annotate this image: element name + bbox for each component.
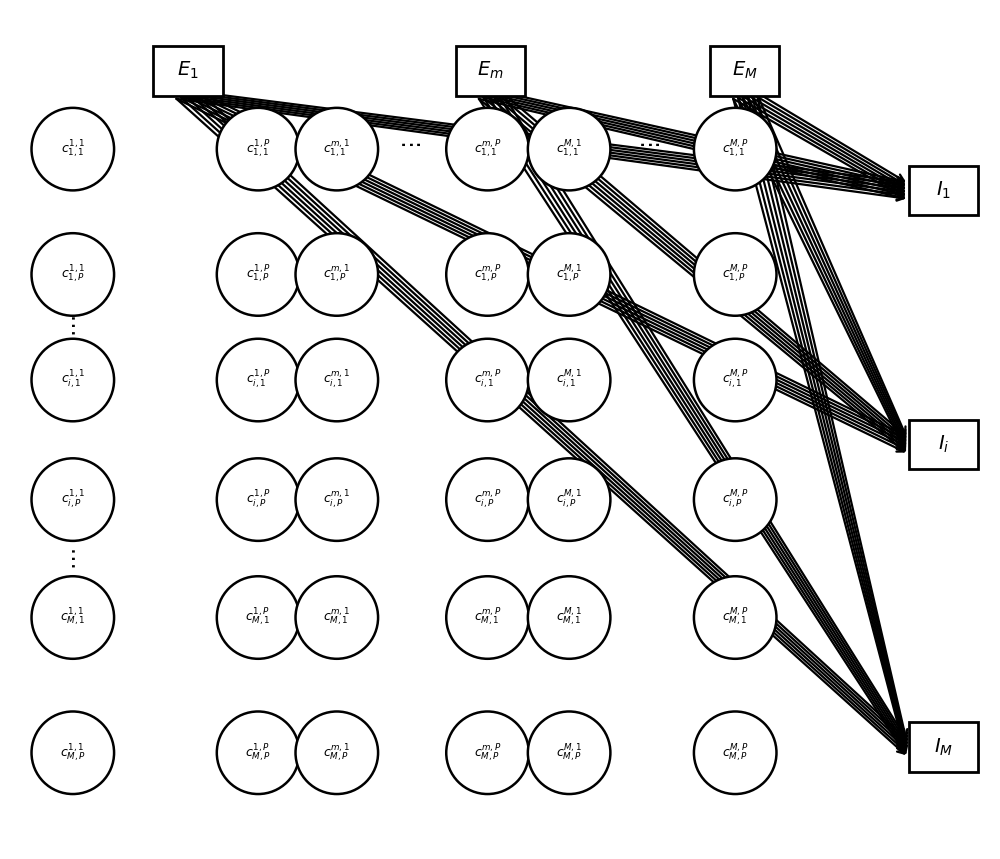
Bar	[909, 419, 978, 469]
Ellipse shape	[217, 459, 299, 541]
Text: $c_{i,P}^{1,1}$: $c_{i,P}^{1,1}$	[61, 489, 85, 511]
Ellipse shape	[694, 338, 776, 421]
Text: $c_{M,P}^{m,1}$: $c_{M,P}^{m,1}$	[323, 742, 350, 764]
Text: $c_{i,1}^{1,P}$: $c_{i,1}^{1,P}$	[246, 369, 270, 391]
Ellipse shape	[528, 459, 610, 541]
Text: $E_m$: $E_m$	[477, 60, 504, 82]
Text: $c_{M,1}^{M,P}$: $c_{M,1}^{M,P}$	[722, 606, 749, 628]
Text: $c_{1,P}^{1,1}$: $c_{1,P}^{1,1}$	[61, 264, 85, 285]
Text: $E_1$: $E_1$	[177, 60, 199, 82]
Text: $c_{1,1}^{m,1}$: $c_{1,1}^{m,1}$	[323, 138, 350, 160]
Bar	[909, 722, 978, 771]
Ellipse shape	[296, 576, 378, 659]
Text: $c_{i,1}^{M,P}$: $c_{i,1}^{M,P}$	[722, 369, 749, 391]
Ellipse shape	[296, 233, 378, 316]
Text: $c_{i,P}^{m,P}$: $c_{i,P}^{m,P}$	[474, 489, 501, 511]
Bar	[153, 46, 223, 95]
Text: $c_{i,P}^{M,1}$: $c_{i,P}^{M,1}$	[556, 489, 582, 511]
Text: $c_{i,P}^{M,P}$: $c_{i,P}^{M,P}$	[722, 489, 749, 511]
Ellipse shape	[296, 711, 378, 794]
Ellipse shape	[528, 576, 610, 659]
Text: $c_{M,1}^{M,1}$: $c_{M,1}^{M,1}$	[556, 606, 582, 628]
Text: $\cdots$: $\cdots$	[63, 548, 83, 570]
Ellipse shape	[528, 711, 610, 794]
Ellipse shape	[528, 233, 610, 316]
Ellipse shape	[32, 459, 114, 541]
Text: $c_{M,P}^{M,1}$: $c_{M,P}^{M,1}$	[556, 742, 582, 764]
Text: $c_{M,P}^{1,P}$: $c_{M,P}^{1,P}$	[245, 742, 271, 764]
Text: $c_{1,P}^{1,P}$: $c_{1,P}^{1,P}$	[246, 264, 270, 285]
Ellipse shape	[446, 711, 529, 794]
Text: $c_{1,P}^{M,P}$: $c_{1,P}^{M,P}$	[722, 264, 749, 285]
Text: $c_{1,1}^{M,P}$: $c_{1,1}^{M,P}$	[722, 138, 749, 160]
Bar	[456, 46, 525, 95]
Text: $\vdots$: $\vdots$	[401, 142, 423, 156]
Text: $c_{M,P}^{1,1}$: $c_{M,P}^{1,1}$	[60, 742, 86, 764]
Text: $\vdots$: $\vdots$	[640, 142, 662, 156]
Text: $c_{1,1}^{1,P}$: $c_{1,1}^{1,P}$	[246, 138, 270, 160]
Ellipse shape	[32, 576, 114, 659]
Ellipse shape	[217, 711, 299, 794]
Ellipse shape	[446, 459, 529, 541]
Text: $c_{M,P}^{m,P}$: $c_{M,P}^{m,P}$	[474, 742, 501, 764]
Text: $c_{1,P}^{m,1}$: $c_{1,P}^{m,1}$	[323, 264, 350, 285]
Ellipse shape	[296, 459, 378, 541]
Text: $I_i$: $I_i$	[938, 434, 949, 455]
Ellipse shape	[217, 576, 299, 659]
Bar	[909, 166, 978, 215]
Text: $c_{1,P}^{M,1}$: $c_{1,P}^{M,1}$	[556, 264, 582, 285]
Text: $c_{i,1}^{1,1}$: $c_{i,1}^{1,1}$	[61, 369, 85, 391]
Text: $c_{M,1}^{m,1}$: $c_{M,1}^{m,1}$	[323, 606, 350, 628]
Ellipse shape	[528, 338, 610, 421]
Text: $c_{M,P}^{M,P}$: $c_{M,P}^{M,P}$	[722, 742, 749, 764]
Text: $c_{i,P}^{m,1}$: $c_{i,P}^{m,1}$	[323, 489, 350, 511]
Text: $c_{1,P}^{m,P}$: $c_{1,P}^{m,P}$	[474, 264, 501, 285]
Text: $I_1$: $I_1$	[936, 180, 951, 201]
Bar	[710, 46, 779, 95]
Text: $c_{i,1}^{m,P}$: $c_{i,1}^{m,P}$	[474, 369, 501, 391]
Text: $c_{1,1}^{1,1}$: $c_{1,1}^{1,1}$	[61, 138, 85, 160]
Ellipse shape	[694, 711, 776, 794]
Ellipse shape	[296, 338, 378, 421]
Ellipse shape	[32, 233, 114, 316]
Ellipse shape	[694, 108, 776, 191]
Ellipse shape	[32, 108, 114, 191]
Text: $c_{i,1}^{m,1}$: $c_{i,1}^{m,1}$	[323, 369, 350, 391]
Ellipse shape	[446, 108, 529, 191]
Text: $c_{M,1}^{1,1}$: $c_{M,1}^{1,1}$	[60, 606, 86, 628]
Ellipse shape	[32, 711, 114, 794]
Ellipse shape	[296, 108, 378, 191]
Ellipse shape	[217, 233, 299, 316]
Ellipse shape	[694, 576, 776, 659]
Ellipse shape	[528, 108, 610, 191]
Text: $c_{M,1}^{m,P}$: $c_{M,1}^{m,P}$	[474, 606, 501, 628]
Text: $\cdots$: $\cdots$	[63, 315, 83, 338]
Ellipse shape	[446, 338, 529, 421]
Text: $c_{M,1}^{1,P}$: $c_{M,1}^{1,P}$	[245, 606, 271, 628]
Ellipse shape	[694, 459, 776, 541]
Text: $c_{i,1}^{M,1}$: $c_{i,1}^{M,1}$	[556, 369, 582, 391]
Text: $I_M$: $I_M$	[934, 736, 953, 758]
Text: $c_{i,P}^{1,P}$: $c_{i,P}^{1,P}$	[246, 489, 270, 511]
Ellipse shape	[217, 108, 299, 191]
Text: $c_{1,1}^{M,1}$: $c_{1,1}^{M,1}$	[556, 138, 582, 160]
Ellipse shape	[694, 233, 776, 316]
Text: $E_M$: $E_M$	[732, 60, 758, 82]
Ellipse shape	[217, 338, 299, 421]
Ellipse shape	[32, 338, 114, 421]
Ellipse shape	[446, 576, 529, 659]
Ellipse shape	[446, 233, 529, 316]
Text: $c_{1,1}^{m,P}$: $c_{1,1}^{m,P}$	[474, 138, 501, 160]
